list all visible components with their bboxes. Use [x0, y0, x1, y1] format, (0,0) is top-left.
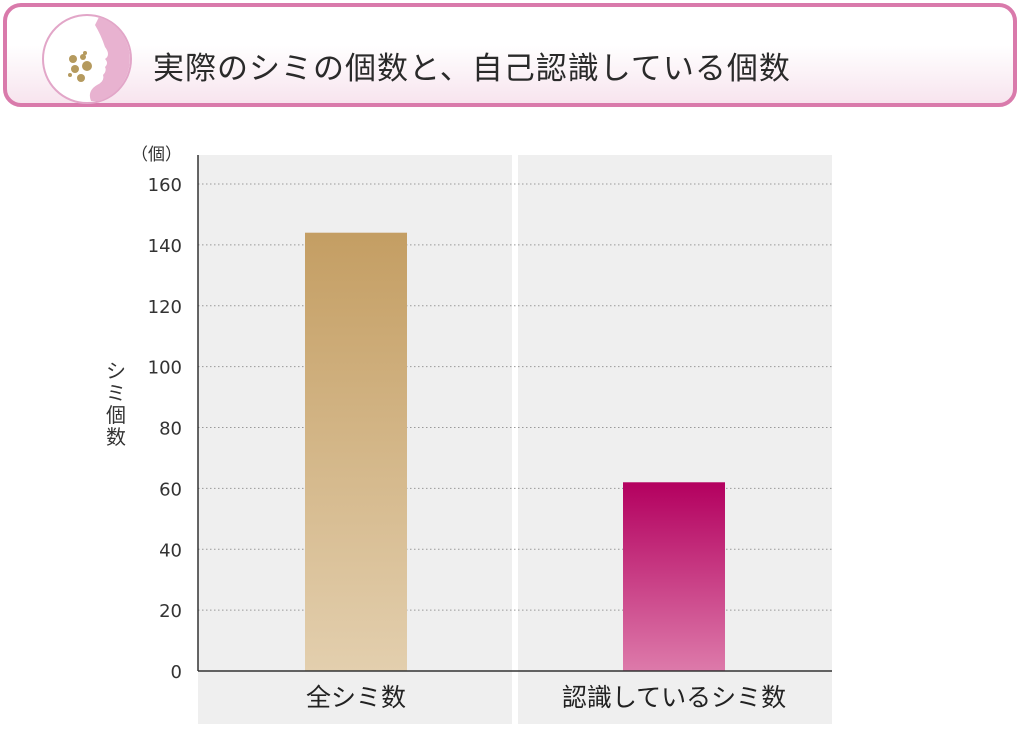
- page-title: 実際のシミの個数と、自己認識している個数: [153, 51, 791, 87]
- y-tick-label: 140: [148, 236, 182, 257]
- y-tick-label: 0: [171, 662, 182, 683]
- header-banner: 実際のシミの個数と、自己認識している個数: [3, 3, 1017, 107]
- bar-0: [305, 232, 407, 671]
- y-tick-label: 160: [148, 175, 182, 196]
- y-tick-label: 80: [159, 419, 182, 440]
- y-unit-label: （個）: [131, 145, 182, 165]
- bar-1: [623, 482, 725, 671]
- y-tick-label: 40: [159, 540, 182, 561]
- y-axis-label: シミ個数: [106, 359, 126, 449]
- x-tick-label-0: 全シミ数: [306, 683, 406, 712]
- x-tick-label-1: 認識しているシミ数: [562, 683, 786, 712]
- face-with-spots-icon: [42, 14, 132, 104]
- y-tick-label: 100: [148, 358, 182, 379]
- y-tick-label: 20: [159, 601, 182, 622]
- y-tick-label: 60: [159, 479, 182, 500]
- y-tick-label: 120: [148, 297, 182, 318]
